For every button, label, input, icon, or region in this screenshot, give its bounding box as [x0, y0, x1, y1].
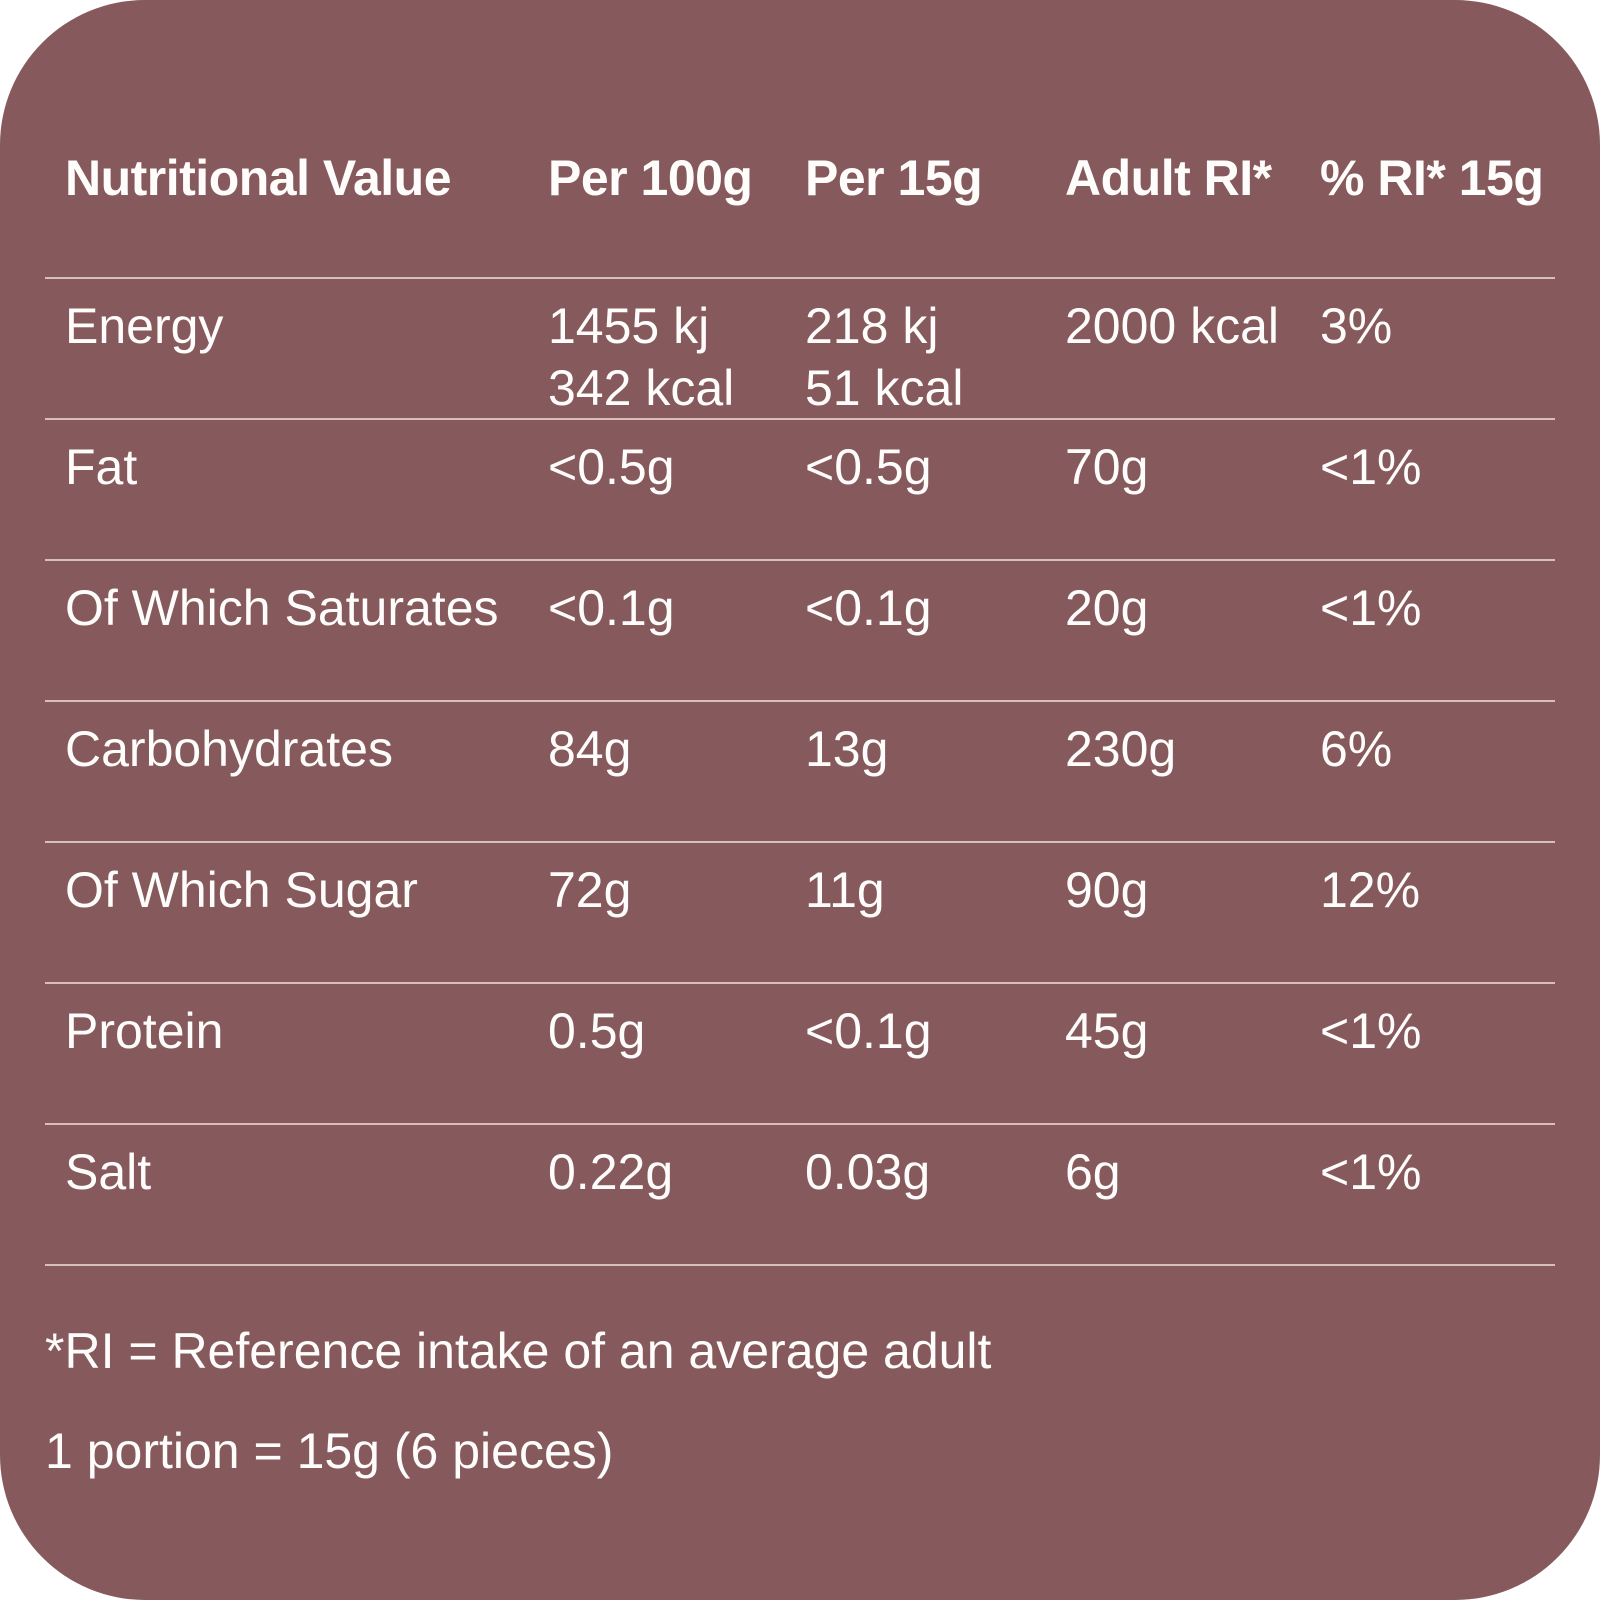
- header-nutritional-value: Nutritional Value: [65, 150, 452, 206]
- header-adult-ri: Adult RI*: [1065, 150, 1272, 206]
- row-label: Of Which Saturates: [65, 580, 499, 636]
- value-per-100g: 0.5g: [548, 1003, 646, 1059]
- value-pct-ri: <1%: [1320, 1003, 1422, 1059]
- row-label: Energy: [65, 298, 224, 354]
- row-label: Protein: [65, 1003, 224, 1059]
- value-per-15g: <0.1g: [805, 580, 932, 636]
- value-per-15g: <0.5g: [805, 439, 932, 495]
- row-label: Salt: [65, 1144, 152, 1200]
- value-per-100g: 1455 kj 342 kcal: [548, 295, 805, 419]
- value-per-15g: 13g: [805, 721, 889, 777]
- value-per-15g: 11g: [805, 862, 885, 918]
- table-row-protein: Protein 0.5g <0.1g 45g <1%: [45, 982, 1555, 1123]
- nutrition-table: Nutritional Value Per 100g Per 15g Adult…: [45, 148, 1555, 1264]
- value-per-100g: 84g: [548, 721, 632, 777]
- value-line-1: 218 kj: [805, 298, 939, 354]
- value-line-2: 342 kcal: [548, 360, 735, 416]
- value-adult-ri: 6g: [1065, 1144, 1121, 1200]
- value-pct-ri: 3%: [1320, 298, 1393, 354]
- value-adult-ri: 45g: [1065, 1003, 1149, 1059]
- value-pct-ri: <1%: [1320, 439, 1422, 495]
- value-line-1: 1455 kj: [548, 298, 710, 354]
- row-label: Fat: [65, 439, 138, 495]
- value-pct-ri: <1%: [1320, 1144, 1422, 1200]
- header-per-15g: Per 15g: [805, 150, 983, 206]
- value-per-15g: 218 kj 51 kcal: [805, 295, 1065, 419]
- footnote-portion-size: 1 portion = 15g (6 pieces): [45, 1423, 614, 1479]
- value-pct-ri: <1%: [1320, 580, 1422, 636]
- value-per-15g: 0.03g: [805, 1144, 931, 1200]
- table-row-fat: Fat <0.5g <0.5g 70g <1%: [45, 418, 1555, 559]
- value-adult-ri: 70g: [1065, 439, 1149, 495]
- table-header-row: Nutritional Value Per 100g Per 15g Adult…: [45, 148, 1555, 277]
- value-adult-ri: 230g: [1065, 721, 1177, 777]
- header-pct-ri-15g: % RI* 15g: [1320, 150, 1544, 206]
- value-adult-ri: 2000 kcal: [1065, 298, 1280, 354]
- header-per-100g: Per 100g: [548, 150, 753, 206]
- value-per-15g: <0.1g: [805, 1003, 932, 1059]
- value-line-2: 51 kcal: [805, 360, 964, 416]
- value-per-100g: <0.5g: [548, 439, 675, 495]
- table-row-carbohydrates: Carbohydrates 84g 13g 230g 6%: [45, 700, 1555, 841]
- value-pct-ri: 6%: [1320, 721, 1393, 777]
- row-label: Of Which Sugar: [65, 862, 418, 918]
- table-row-salt: Salt 0.22g 0.03g 6g <1%: [45, 1123, 1555, 1264]
- table-row-saturates: Of Which Saturates <0.1g <0.1g 20g <1%: [45, 559, 1555, 700]
- footnote-reference-intake: *RI = Reference intake of an average adu…: [45, 1323, 992, 1379]
- table-row-sugar: Of Which Sugar 72g 11g 90g 12%: [45, 841, 1555, 982]
- value-per-100g: 72g: [548, 862, 632, 918]
- value-pct-ri: 12%: [1320, 862, 1421, 918]
- table-row-energy: Energy 1455 kj 342 kcal 218 kj 51 kcal 2…: [45, 277, 1555, 418]
- value-per-100g: <0.1g: [548, 580, 675, 636]
- value-adult-ri: 20g: [1065, 580, 1149, 636]
- row-label: Carbohydrates: [65, 721, 393, 777]
- value-per-100g: 0.22g: [548, 1144, 674, 1200]
- footnotes: *RI = Reference intake of an average adu…: [45, 1264, 1555, 1482]
- value-adult-ri: 90g: [1065, 862, 1149, 918]
